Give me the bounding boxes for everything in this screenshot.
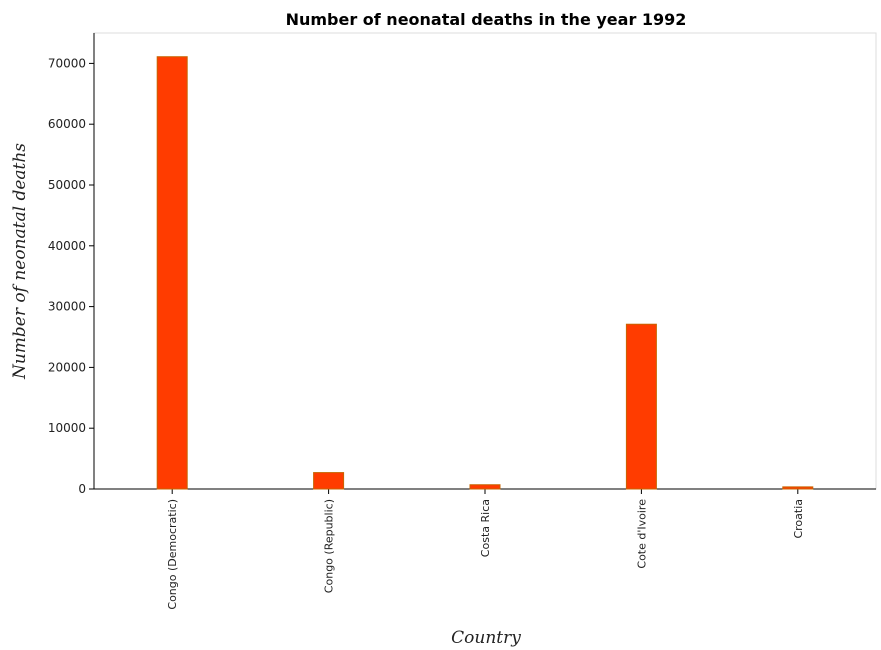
x-tick-label: Croatia [792,499,805,539]
bar [625,323,657,490]
y-tick-label: 10000 [48,421,86,435]
y-tick-label: 20000 [48,360,86,374]
y-tick-label: 50000 [48,178,86,192]
y-axis: 0 10000 20000 30000 40000 50000 60000 70000 [48,33,95,496]
plot-area [93,32,877,490]
bar [469,484,501,490]
x-tick-label: Cote d'Ivoire [635,499,648,569]
x-axis: Congo (Democratic) Congo (Republic) Costa … [94,488,876,610]
chart-title: Number of neonatal deaths in the year 19… [286,10,687,29]
bar [782,486,814,490]
x-axis-label: Country [451,628,521,648]
bar [156,56,188,490]
x-tick-label: Costa Rica [479,499,492,557]
y-tick-label: 0 [78,482,86,496]
y-tick-label: 40000 [48,239,86,253]
x-tick-label: Congo (Republic) [323,499,336,593]
y-tick-label: 70000 [48,56,86,70]
x-tick-label: Congo (Democratic) [166,499,179,610]
bars [156,56,814,490]
y-tick-label: 60000 [48,117,86,131]
y-axis-label: Number of neonatal deaths [10,143,30,380]
bar [313,472,345,490]
y-tick-label: 30000 [48,300,86,314]
